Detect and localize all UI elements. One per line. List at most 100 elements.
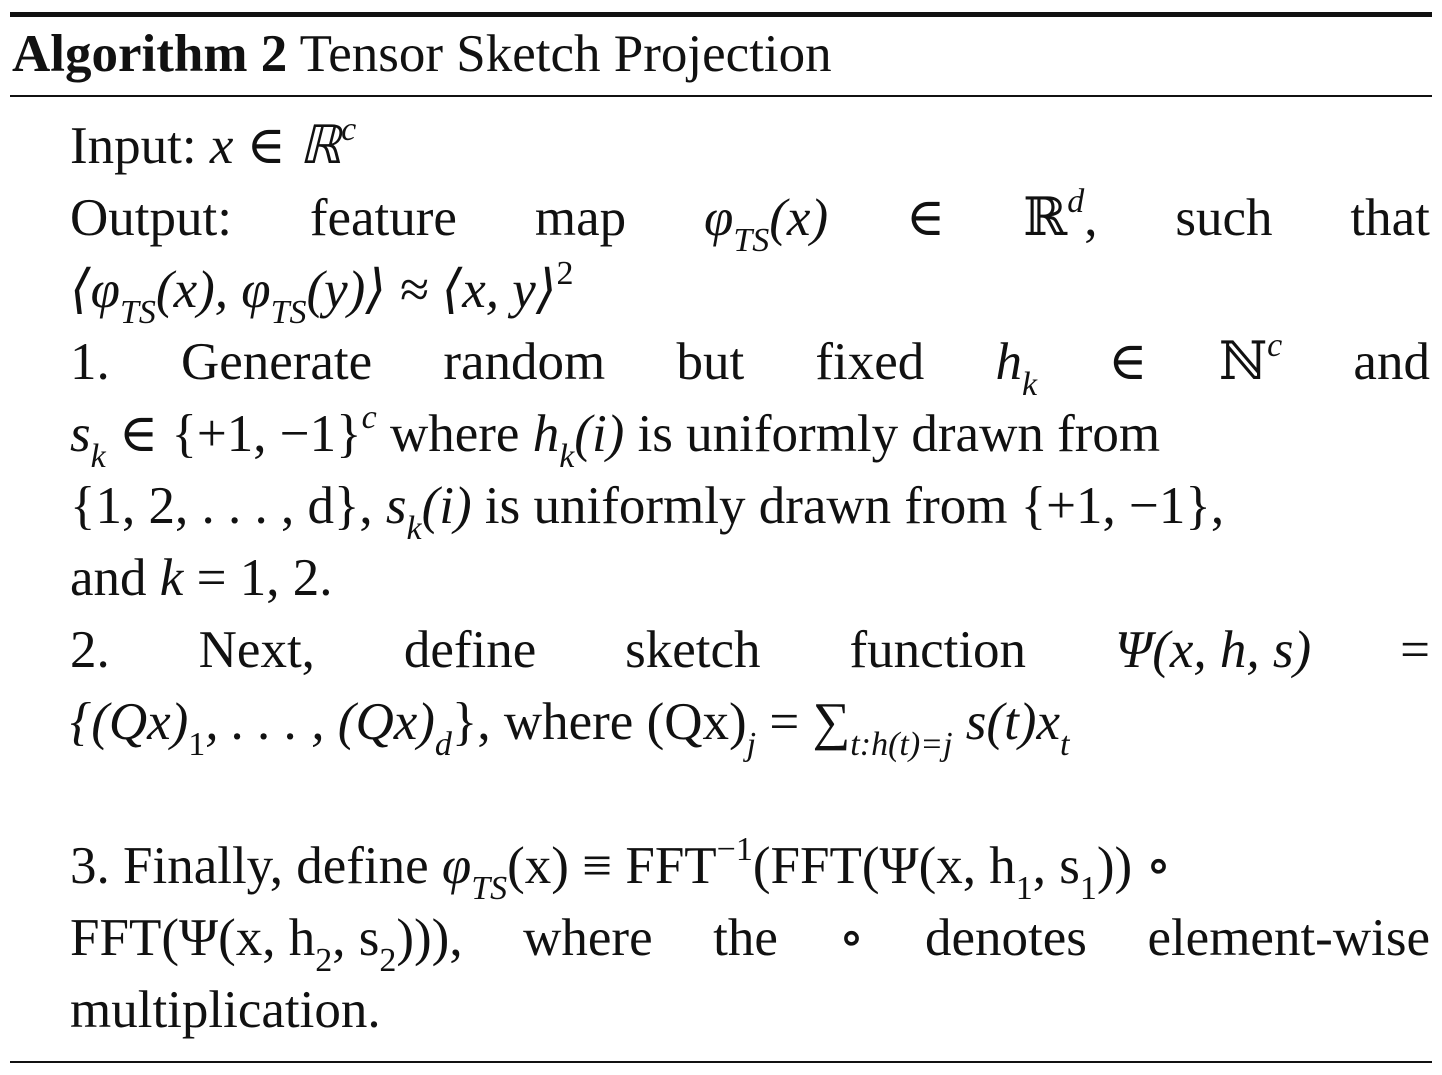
index-set: {1, 2, . . . , d}, (70, 477, 386, 535)
reals-sup: d (1067, 183, 1085, 221)
index-subscript: 2 (315, 941, 333, 979)
set-sup: c (361, 399, 377, 437)
step-text: where (376, 405, 533, 463)
step-word: and (1353, 333, 1430, 391)
index-subscript: 2 (379, 941, 397, 979)
s-symbol: s (385, 477, 407, 535)
element-of: ∈ (1108, 333, 1148, 391)
step2-line-2: {(Qx)1, . . . , (Qx)d}, where (Qx)j = ∑t… (70, 686, 1430, 761)
fft-term: ))), (396, 909, 463, 967)
reals-symbol: ℝ (1023, 189, 1068, 247)
phi-subscript: TS (733, 221, 770, 259)
naturals-symbol: ℕ (1218, 333, 1268, 391)
input-math: x ∈ ℝ (209, 117, 342, 175)
step-word: Generate (180, 333, 373, 391)
step-word: denotes (924, 909, 1087, 967)
step-word: but (676, 333, 745, 391)
k-subscript: k (406, 509, 422, 547)
fft-term: , s (1032, 837, 1080, 895)
step-word: random (443, 333, 606, 391)
step-word: function (849, 621, 1027, 679)
phi-symbol: φ (704, 189, 734, 247)
output-label: Output: (70, 189, 232, 247)
naturals-sup: c (1267, 327, 1283, 365)
index-subscript: d (434, 725, 452, 763)
output-word: that (1350, 189, 1430, 247)
step-word: where (523, 909, 653, 967)
psi-term: Ψ(x, h, s) (1114, 621, 1312, 679)
k-subscript: k (559, 437, 575, 475)
output-line-2: ⟨φTS(x), φTS(y)⟩ ≈ ⟨x, y⟩2 (70, 254, 1430, 329)
index-arg: (i) (574, 405, 625, 463)
fft-expression: FFT(Ψ(x, h2, s2))), (70, 902, 463, 977)
step-word: sketch (625, 621, 761, 679)
sum-body: s(t)x (952, 693, 1060, 751)
index-subscript: 1 (188, 725, 206, 763)
output-word: map (534, 189, 627, 247)
qx-term: , . . . , (Qx) (205, 693, 435, 751)
index-subscript: 1 (1079, 869, 1097, 907)
qx-term: {(Qx) (70, 693, 189, 751)
square-sup: 2 (556, 255, 574, 293)
s-symbol: s (70, 405, 91, 463)
inverse-sup: −1 (716, 831, 753, 869)
comma: , (1084, 189, 1098, 247)
step2-line-1: 2. Next, define sketch function Ψ(x, h, … (70, 614, 1430, 686)
compose-symbol: ∘ (838, 909, 865, 967)
step3-line-2: FFT(Ψ(x, h2, s2))), where the ∘ denotes … (70, 902, 1430, 977)
input-sup: c (341, 111, 357, 149)
step-word: the (713, 909, 778, 967)
phi-arg: (x) (769, 189, 829, 247)
phi-subscript: TS (270, 293, 307, 331)
step-number: 1. (70, 333, 110, 391)
sign-set: ∈ {+1, −1} (105, 405, 362, 463)
equals: = (1400, 621, 1430, 679)
k-symbol: k (159, 549, 184, 607)
step-text: = 1, 2. (183, 549, 333, 607)
index-subscript: 1 (1015, 869, 1033, 907)
top-rule (10, 12, 1432, 17)
step-word: element-wise (1147, 909, 1430, 967)
index-subscript: j (746, 725, 757, 763)
step-word: Next, (198, 621, 315, 679)
phi-subscript: TS (120, 293, 156, 331)
step-text: }, where (Qx) (451, 693, 747, 751)
sum-subscript: t:h(t)=j (850, 725, 953, 763)
hk-term: hk (995, 326, 1037, 401)
header-rule (10, 95, 1432, 97)
step-text: 3. Finally, define (70, 837, 442, 895)
phi-symbol: φ (441, 837, 472, 895)
k-subscript: k (90, 437, 106, 475)
step1-line-3: {1, 2, . . . , d}, sk(i) is uniformly dr… (70, 470, 1430, 545)
sum-symbol: = ∑ (756, 693, 851, 751)
k-subscript: k (1021, 365, 1038, 403)
step-text: multiplication. (70, 981, 381, 1039)
element-of: ∈ (906, 189, 946, 247)
step1-line-4: and k = 1, 2. (70, 542, 1430, 614)
h-symbol: h (532, 405, 560, 463)
output-word: such (1175, 189, 1273, 247)
input-label: Input: (70, 117, 197, 175)
output-phi: φTS(x) (704, 182, 829, 257)
fft-term: (x) ≡ FFT (507, 837, 717, 895)
output-word: feature (309, 189, 457, 247)
index-arg: (i) (421, 477, 472, 535)
step3-line-1: 3. Finally, define φTS(x) ≡ FFT−1(FFT(Ψ(… (70, 830, 1430, 905)
fft-term: , s (332, 909, 380, 967)
h-symbol: h (995, 333, 1022, 391)
output-space: ℝd, (1023, 182, 1097, 254)
inner-product-mid: (x), φ (155, 261, 271, 319)
fft-term: FFT(Ψ(x, h (70, 909, 316, 967)
naturals-term: ℕc (1219, 326, 1283, 398)
step-text: is uniformly drawn from {+1, −1}, (471, 477, 1225, 535)
step-word: fixed (815, 333, 925, 391)
step-number: 2. (70, 621, 110, 679)
step-word: define (403, 621, 537, 679)
output-line-1: Output: feature map φTS(x) ∈ ℝd, such th… (70, 182, 1430, 257)
step-text: and (70, 549, 160, 607)
fft-term: )) ∘ (1096, 837, 1172, 895)
input-line: Input: x ∈ ℝc (70, 110, 1430, 182)
step3-line-3: multiplication. (70, 974, 1430, 1046)
step1-line-1: 1. Generate random but fixed hk ∈ ℕc and (70, 326, 1430, 401)
inner-product-open: ⟨φ (70, 261, 120, 319)
